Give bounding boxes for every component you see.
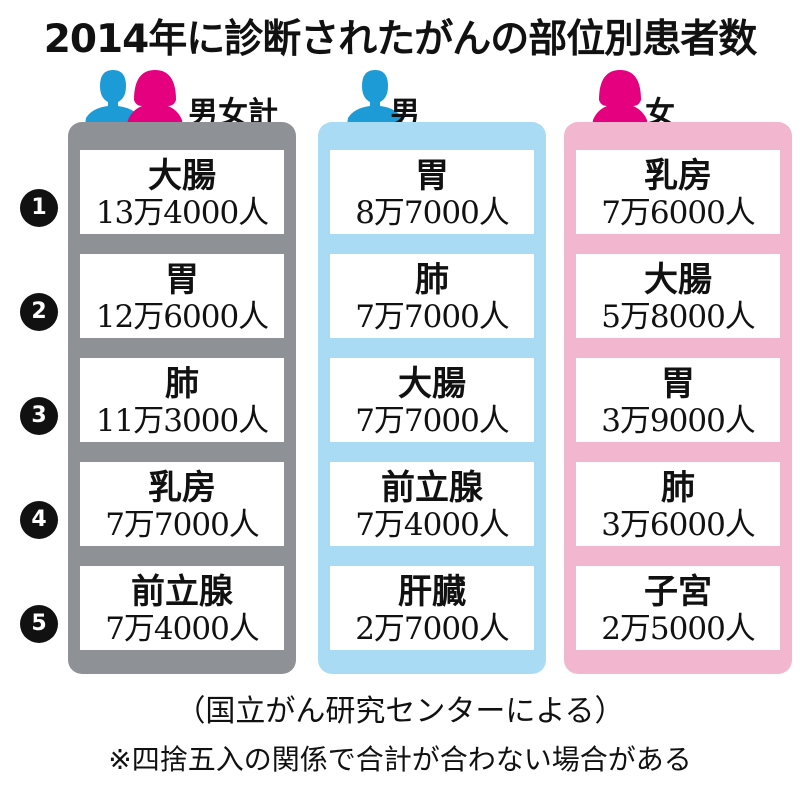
organ-name: 子宮 xyxy=(644,572,712,612)
female-person-icon xyxy=(591,70,649,132)
patient-count: 7万4000人 xyxy=(105,611,260,647)
list-item: 胃 3万9000人 xyxy=(576,358,780,442)
rank-marker: 4 xyxy=(20,501,58,539)
rank-marker: 2 xyxy=(20,293,58,331)
column-total: 大腸 13万4000人 胃 12万6000人 肺 11万3000人 乳房 7万7… xyxy=(68,122,296,674)
patient-count: 11万3000人 xyxy=(95,403,269,439)
organ-name: 前立腺 xyxy=(131,572,233,612)
male-person-icon xyxy=(84,70,142,132)
column-male: 胃 8万7000人 肺 7万7000人 大腸 7万7000人 前立腺 7万400… xyxy=(318,122,546,674)
organ-name: 大腸 xyxy=(148,156,216,196)
organ-name: 大腸 xyxy=(398,364,466,404)
organ-name: 前立腺 xyxy=(381,468,483,508)
page-title: 2014年に診断されたがんの部位別患者数 xyxy=(43,17,758,62)
patient-count: 7万6000人 xyxy=(601,195,756,231)
list-item: 前立腺 7万4000人 xyxy=(330,462,534,546)
rank-marker: 1 xyxy=(20,189,58,227)
patient-count: 7万7000人 xyxy=(105,507,260,543)
patient-count: 7万7000人 xyxy=(355,299,510,335)
organ-name: 大腸 xyxy=(644,260,712,300)
rank-marker: 3 xyxy=(20,397,58,435)
organ-name: 乳房 xyxy=(644,156,712,196)
patient-count: 5万8000人 xyxy=(601,299,756,335)
list-item: 大腸 7万7000人 xyxy=(330,358,534,442)
organ-name: 肺 xyxy=(165,364,199,404)
list-item: 乳房 7万6000人 xyxy=(576,150,780,234)
patient-count: 2万7000人 xyxy=(355,611,510,647)
organ-name: 肺 xyxy=(415,260,449,300)
patient-count: 3万6000人 xyxy=(601,507,756,543)
patient-count: 7万7000人 xyxy=(355,403,510,439)
patient-count: 3万9000人 xyxy=(601,403,756,439)
source-caption: （国立がん研究センターによる） xyxy=(175,694,625,729)
patient-count: 2万5000人 xyxy=(601,611,756,647)
organ-name: 胃 xyxy=(415,156,449,196)
list-item: 子宮 2万5000人 xyxy=(576,566,780,650)
list-item: 肺 3万6000人 xyxy=(576,462,780,546)
list-item: 大腸 13万4000人 xyxy=(80,150,284,234)
patient-count: 7万4000人 xyxy=(355,507,510,543)
list-item: 乳房 7万7000人 xyxy=(80,462,284,546)
list-item: 胃 8万7000人 xyxy=(330,150,534,234)
list-item: 肺 7万7000人 xyxy=(330,254,534,338)
female-person-icon xyxy=(126,70,184,132)
organ-name: 胃 xyxy=(661,364,695,404)
patient-count: 8万7000人 xyxy=(355,195,510,231)
footnote: ※四捨五入の関係で合計が合わない場合がある xyxy=(108,743,692,776)
patient-count: 12万6000人 xyxy=(95,299,269,335)
list-item: 胃 12万6000人 xyxy=(80,254,284,338)
list-item: 大腸 5万8000人 xyxy=(576,254,780,338)
patient-count: 13万4000人 xyxy=(95,195,269,231)
column-female: 乳房 7万6000人 大腸 5万8000人 胃 3万9000人 肺 3万6000… xyxy=(564,122,792,674)
organ-name: 肺 xyxy=(661,468,695,508)
male-person-icon xyxy=(346,70,404,132)
list-item: 肺 11万3000人 xyxy=(80,358,284,442)
organ-name: 乳房 xyxy=(148,468,216,508)
header-female: 女 xyxy=(575,68,775,132)
organ-name: 肝臓 xyxy=(398,572,466,612)
rank-marker: 5 xyxy=(20,605,58,643)
organ-name: 胃 xyxy=(165,260,199,300)
list-item: 前立腺 7万4000人 xyxy=(80,566,284,650)
list-item: 肝臓 2万7000人 xyxy=(330,566,534,650)
